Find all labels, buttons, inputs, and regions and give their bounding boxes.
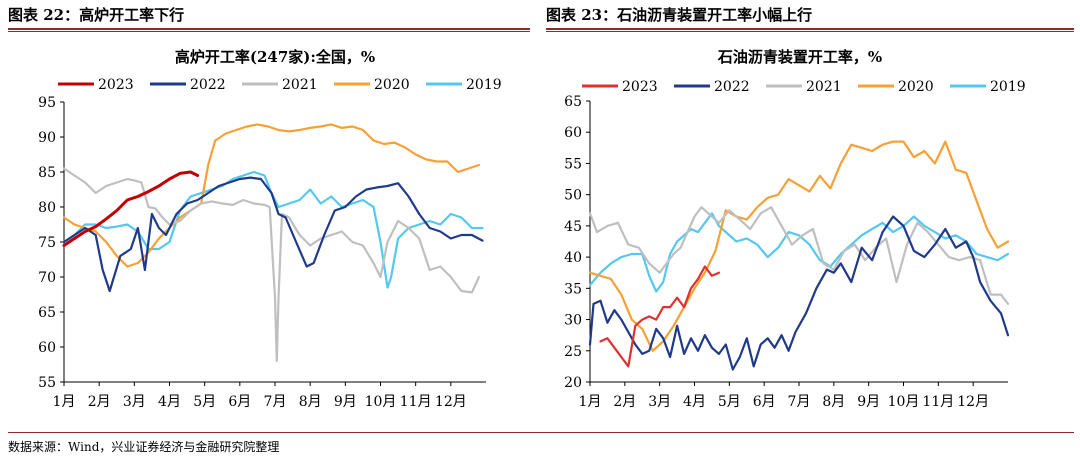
series-line-2020 [62, 123, 481, 268]
y-tick-label: 60 [38, 340, 56, 356]
blast-furnace-chart: 高炉开工率(247家):全国，% 2023 2022 2021 2020 2019 55 60… [38, 48, 502, 410]
x-tick-label: 11月 [400, 394, 432, 410]
figure-title-right: 图表 23：石油沥青装置开工率小幅上行 [546, 6, 813, 24]
x-tick-label: 9月 [857, 394, 880, 410]
series-line-2023 [62, 170, 200, 247]
x-tick-label: 12月 [957, 394, 989, 410]
x-tick-label: 6月 [228, 394, 251, 410]
x-tick-label: 4月 [683, 394, 706, 410]
series-line-2022 [62, 176, 484, 293]
x-tick-label: 3月 [123, 394, 146, 410]
y-tick-label: 20 [564, 375, 582, 391]
x-tick-label: 7月 [264, 394, 287, 410]
chart-title: 高炉开工率(247家):全国，% [175, 48, 375, 66]
series-line-2021 [588, 206, 1010, 305]
x-tick-label: 5月 [718, 394, 741, 410]
y-tick-label: 55 [564, 156, 582, 172]
footer-rule [8, 432, 1074, 433]
x-tick-label: 1月 [53, 394, 76, 410]
x-tick-label: 7月 [788, 394, 811, 410]
x-tick-label: 10月 [365, 394, 397, 410]
y-tick-label: 65 [38, 305, 56, 321]
legend-label-2021: 2021 [806, 79, 842, 95]
series-line-2019 [588, 212, 1010, 293]
y-tick-label: 35 [564, 281, 582, 297]
legend-label-2022: 2022 [714, 79, 750, 95]
legend-label-2023: 2023 [98, 77, 134, 93]
x-tick-label: 2月 [88, 394, 111, 410]
chart-title: 石油沥青装置开工率，% [717, 48, 882, 66]
legend-label-2021: 2021 [282, 77, 318, 93]
x-tick-label: 10月 [888, 394, 920, 410]
y-tick-label: 65 [564, 94, 582, 110]
y-tick-label: 45 [564, 219, 582, 235]
y-tick-label: 80 [38, 200, 56, 216]
y-tick-label: 25 [564, 344, 582, 360]
x-tick-label: 12月 [435, 394, 467, 410]
x-tick-label: 6月 [753, 394, 776, 410]
y-tick-label: 40 [564, 250, 582, 266]
x-tick-label: 9月 [334, 394, 357, 410]
y-tick-label: 55 [38, 375, 56, 391]
y-tick-label: 90 [38, 130, 56, 146]
series-line-2022 [588, 215, 1010, 371]
legend-label-2023: 2023 [622, 79, 658, 95]
y-tick-label: 60 [564, 125, 582, 141]
x-tick-label: 8月 [822, 394, 845, 410]
legend-label-2019: 2019 [990, 79, 1026, 95]
y-tick-label: 50 [564, 188, 582, 204]
asphalt-chart: 石油沥青装置开工率，% 2023 2022 2021 2020 2019 20 25 30 35 4… [564, 48, 1026, 410]
legend-label-2019: 2019 [466, 77, 502, 93]
y-tick-label: 75 [38, 235, 56, 251]
x-tick-label: 2月 [613, 394, 636, 410]
title-rule-left [8, 28, 530, 30]
legend-label-2020: 2020 [898, 79, 934, 95]
x-tick-label: 1月 [579, 394, 602, 410]
series-line-2020 [588, 140, 1010, 352]
x-tick-label: 5月 [193, 394, 216, 410]
figure-title-left: 图表 22：高炉开工率下行 [8, 6, 185, 24]
title-rule-left-thin [8, 31, 530, 32]
source-note: 数据来源：Wind，兴业证券经济与金融研究院整理 [8, 440, 280, 454]
y-tick-label: 30 [564, 313, 582, 329]
x-tick-label: 8月 [299, 394, 322, 410]
y-tick-label: 70 [38, 270, 56, 286]
title-rule-right-thin [546, 31, 1074, 32]
series-line-2023 [599, 265, 720, 368]
series-line-2021 [62, 167, 481, 363]
legend-label-2022: 2022 [190, 77, 226, 93]
y-tick-label: 85 [38, 165, 56, 181]
x-tick-label: 11月 [922, 394, 954, 410]
y-tick-label: 95 [38, 95, 56, 111]
legend-label-2020: 2020 [374, 77, 410, 93]
x-tick-label: 3月 [648, 394, 671, 410]
title-rule-right [546, 28, 1074, 30]
x-tick-label: 4月 [158, 394, 181, 410]
